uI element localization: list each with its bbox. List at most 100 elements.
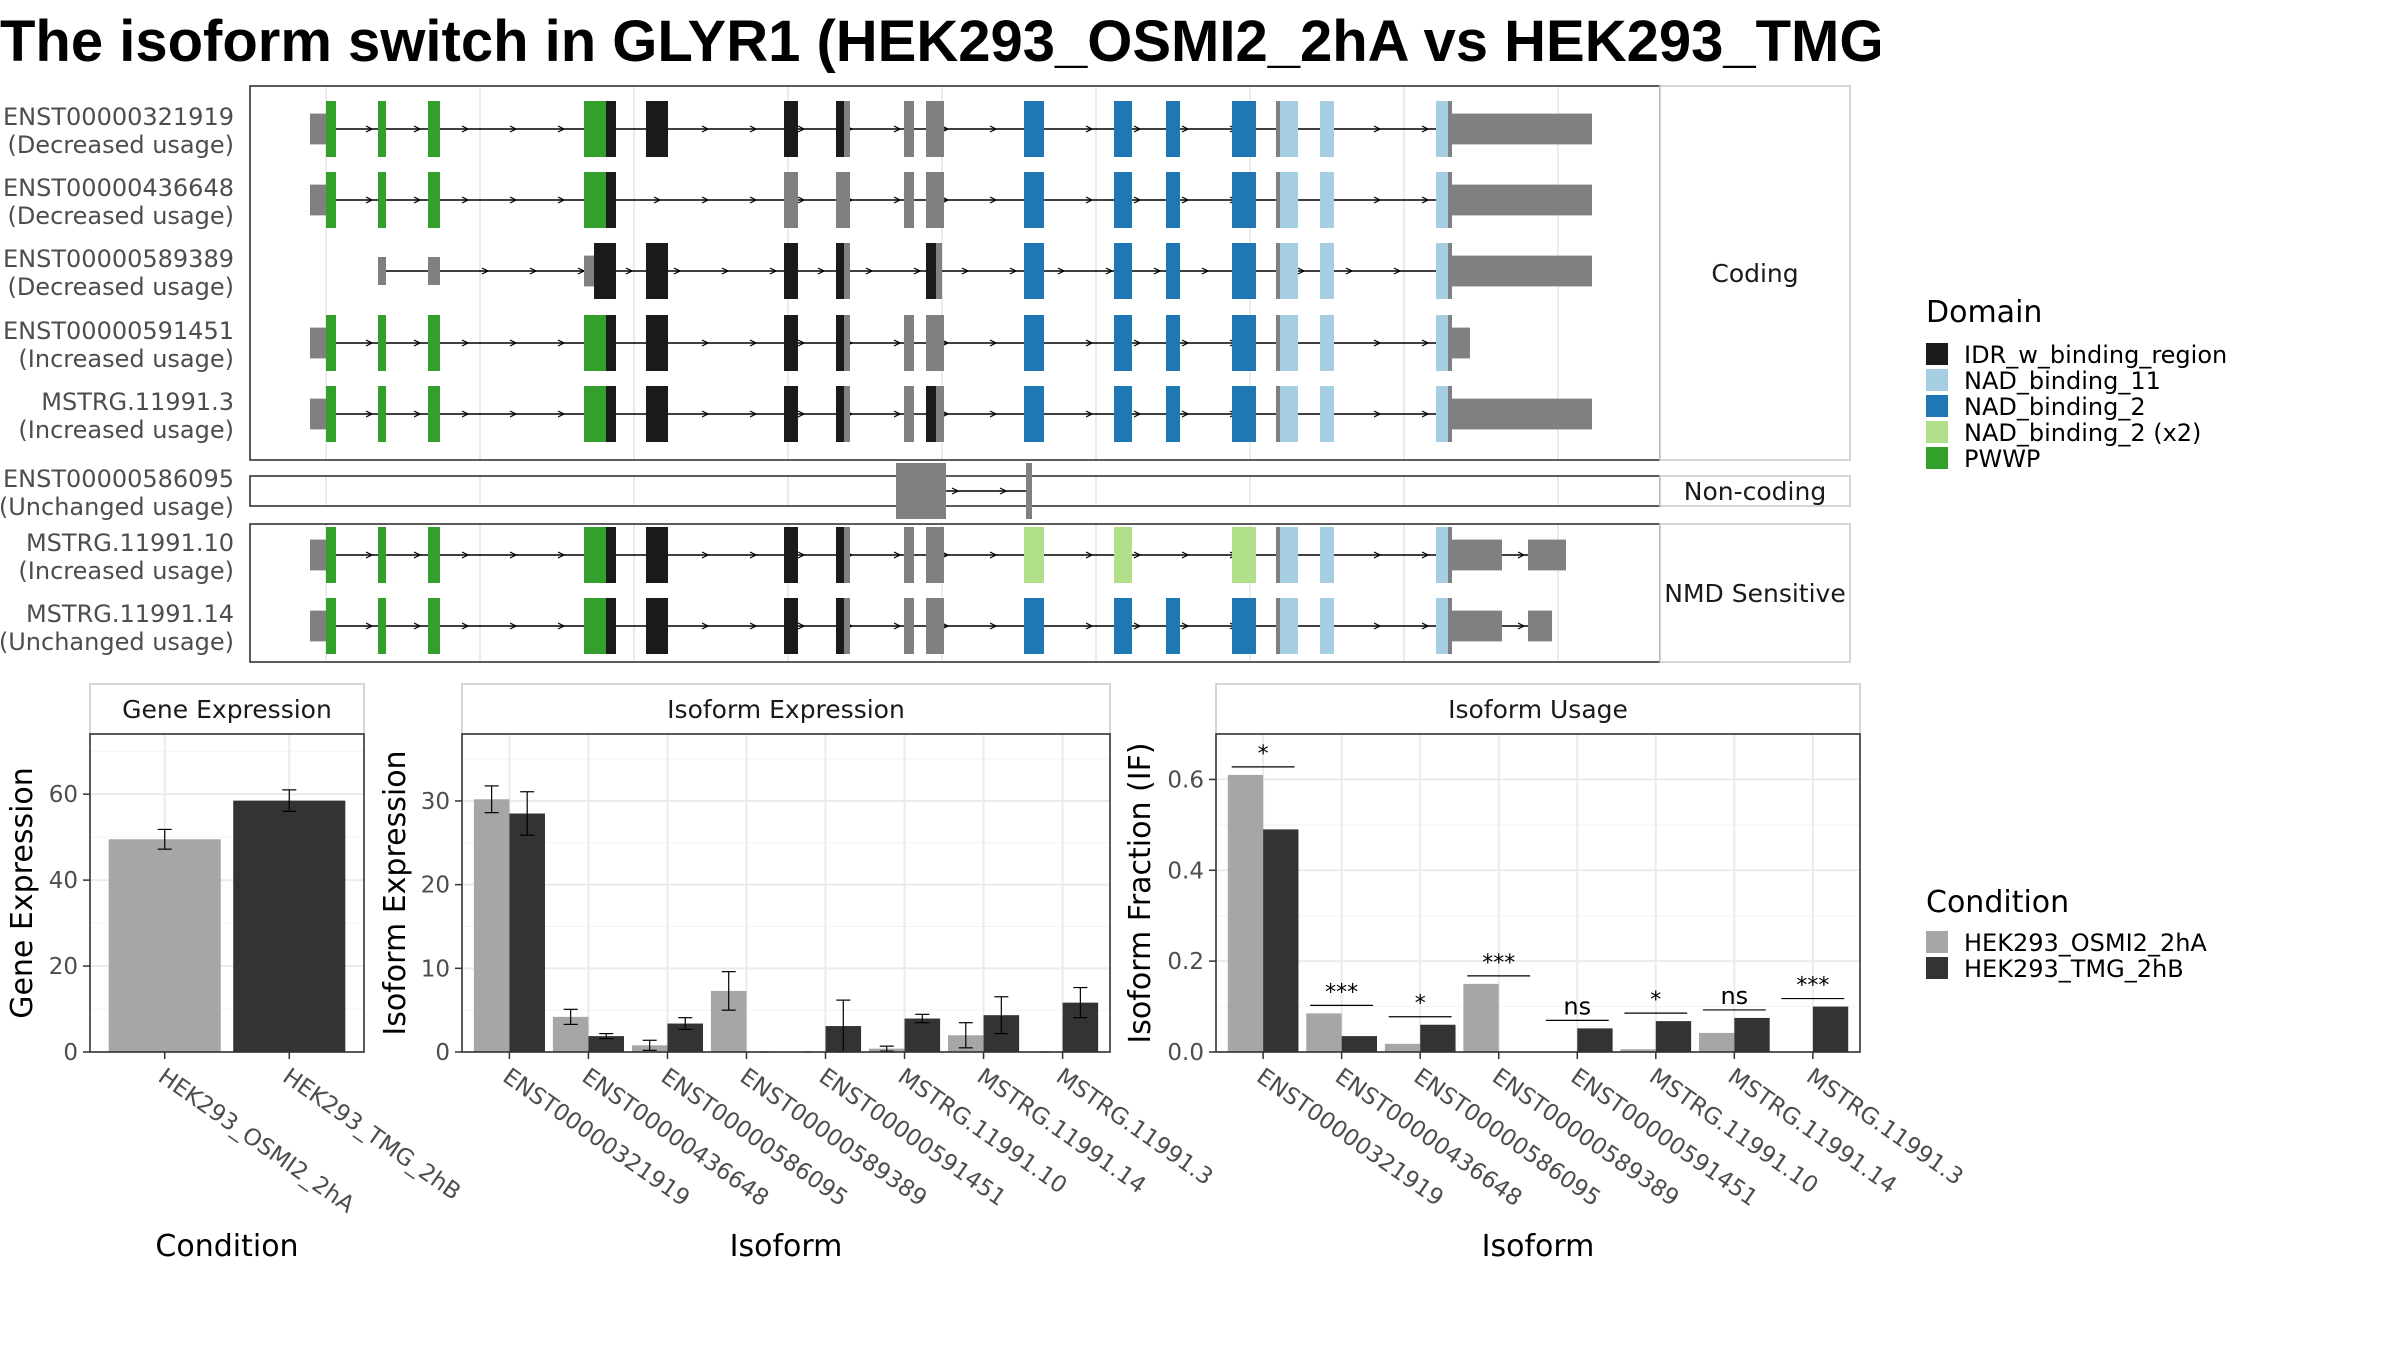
exon-block: [1452, 539, 1502, 571]
legend-condition-label: HEK293_OSMI2_2hA: [1964, 929, 2207, 957]
bar: [1620, 1049, 1656, 1052]
exon-block: [646, 386, 668, 442]
exon-block: [1166, 598, 1180, 654]
bar: [1577, 1028, 1613, 1052]
strand-arrow: [951, 487, 960, 495]
exon-block: [1232, 101, 1256, 157]
bar: [1655, 1021, 1692, 1052]
strand-arrow: [1181, 410, 1190, 418]
exon-block: [1276, 172, 1280, 228]
strand-arrow: [1085, 339, 1094, 347]
chart-title: Isoform Usage: [1448, 695, 1628, 724]
exon-block: [428, 257, 440, 285]
exon-block: [584, 172, 606, 228]
strand-arrow: [509, 339, 518, 347]
bar: [1734, 1017, 1770, 1052]
legend-condition-swatch: [1926, 931, 1948, 953]
exon-block: [836, 598, 844, 654]
exon-block: [378, 598, 386, 654]
strand-arrow: [461, 410, 470, 418]
strand-arrow: [749, 622, 758, 630]
exon-block: [936, 386, 944, 442]
exon-block: [646, 598, 668, 654]
strand-arrow: [1085, 196, 1094, 204]
exon-block: [926, 386, 936, 442]
strand-arrow: [1517, 551, 1526, 559]
strand-arrow: [481, 267, 490, 275]
transcript-usage-label: (Decreased usage): [7, 202, 234, 230]
strand-arrow: [1085, 125, 1094, 133]
chart-panel: [462, 734, 1110, 1052]
strand-arrow: [797, 410, 806, 418]
y-tick-label: 20: [49, 954, 78, 980]
strand-arrow: [1133, 622, 1142, 630]
exon-block: [1280, 172, 1298, 228]
significance-label: ***: [1325, 980, 1358, 1005]
strand-arrow: [413, 622, 422, 630]
facet-strip-label: Non-coding: [1684, 477, 1826, 506]
y-tick-label: 0.0: [1167, 1040, 1204, 1066]
exon-block: [310, 610, 326, 642]
strand-arrow: [989, 551, 998, 559]
strand-arrow: [557, 551, 566, 559]
exon-block: [1320, 172, 1334, 228]
y-tick-label: 10: [421, 956, 450, 982]
strand-arrow: [365, 196, 374, 204]
bar: [509, 813, 545, 1052]
exon-block: [904, 527, 914, 583]
exon-block: [326, 527, 336, 583]
facet-strip-label: NMD Sensitive: [1664, 579, 1845, 608]
exon-block: [1276, 527, 1280, 583]
strand-arrow: [509, 125, 518, 133]
legend-domain-label: NAD_binding_2: [1964, 393, 2146, 421]
exon-block: [1448, 101, 1452, 157]
strand-arrow: [461, 622, 470, 630]
exon-block: [836, 243, 844, 299]
strand-arrow: [893, 410, 902, 418]
exon-block: [1024, 386, 1044, 442]
strand-arrow: [1085, 551, 1094, 559]
bar: [1420, 1024, 1456, 1052]
strand-arrow: [529, 267, 538, 275]
bar: [1263, 829, 1299, 1052]
strand-arrow: [989, 125, 998, 133]
strand-arrow: [721, 267, 730, 275]
strand-arrow: [893, 622, 902, 630]
exon-block: [326, 315, 336, 371]
transcript-id-label: MSTRG.11991.14: [26, 600, 234, 628]
strand-arrow: [989, 410, 998, 418]
exon-block: [1436, 243, 1448, 299]
exon-block: [428, 315, 440, 371]
strand-arrow: [1421, 196, 1430, 204]
exon-block: [836, 386, 844, 442]
strand-arrow: [893, 125, 902, 133]
significance-label: *: [1650, 988, 1661, 1013]
exon-block: [310, 113, 326, 145]
strand-arrow: [999, 487, 1008, 495]
strand-arrow: [1421, 551, 1430, 559]
significance-label: ns: [1720, 982, 1748, 1010]
strand-arrow: [557, 196, 566, 204]
exon-block: [1114, 598, 1132, 654]
exon-block: [926, 172, 944, 228]
transcript-usage-label: (Decreased usage): [7, 273, 234, 301]
exon-block: [844, 315, 850, 371]
strand-arrow: [893, 339, 902, 347]
exon-block: [1166, 172, 1180, 228]
exon-block: [1436, 598, 1448, 654]
strand-arrow: [769, 267, 778, 275]
exon-block: [378, 101, 386, 157]
exon-block: [1436, 101, 1448, 157]
exon-block: [1452, 610, 1502, 642]
x-axis-title: Isoform: [1482, 1229, 1595, 1264]
exon-block: [1452, 327, 1470, 359]
transcript-usage-label: (Increased usage): [18, 557, 234, 585]
strand-arrow: [701, 125, 710, 133]
strand-arrow: [1201, 267, 1210, 275]
exon-block: [594, 243, 616, 299]
exon-block: [784, 172, 798, 228]
exon-block: [1114, 243, 1132, 299]
strand-arrow: [749, 125, 758, 133]
strand-arrow: [797, 196, 806, 204]
strand-arrow: [365, 125, 374, 133]
